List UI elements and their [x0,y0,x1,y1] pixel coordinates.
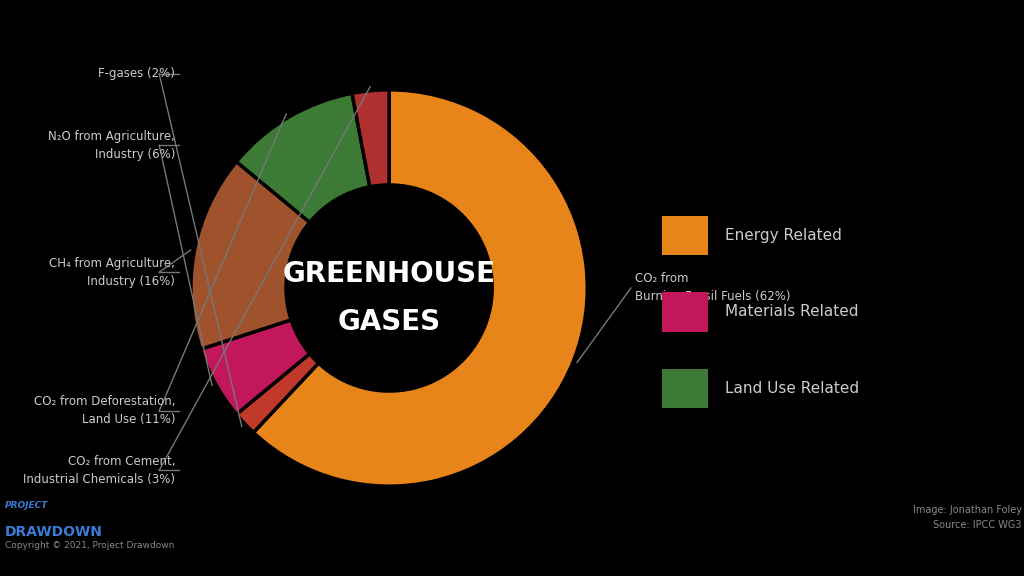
Bar [663,215,708,255]
Text: CO₂ from
Burning Fossil Fuels (62%): CO₂ from Burning Fossil Fuels (62%) [635,272,791,304]
Text: CH₄ from Agriculture,
Industry (16%): CH₄ from Agriculture, Industry (16%) [49,257,175,287]
Text: Image: Jonathan Foley
Source: IPCC WG3: Image: Jonathan Foley Source: IPCC WG3 [913,505,1022,530]
Text: F-gases (2%): F-gases (2%) [98,67,175,81]
Wedge shape [254,90,588,486]
Text: Energy Related: Energy Related [725,228,842,242]
Text: PROJECT: PROJECT [5,501,48,510]
Text: Copyright © 2021, Project Drawdown: Copyright © 2021, Project Drawdown [5,541,174,550]
Text: CO₂ from Deforestation,
Land Use (11%): CO₂ from Deforestation, Land Use (11%) [34,395,175,426]
Text: Materials Related: Materials Related [725,304,858,319]
Text: Land Use Related: Land Use Related [725,381,859,396]
Bar [663,369,708,408]
Text: GREENHOUSE: GREENHOUSE [283,260,496,288]
Text: N₂O from Agriculture,
Industry (6%): N₂O from Agriculture, Industry (6%) [48,130,175,161]
Wedge shape [352,90,389,187]
Wedge shape [201,320,309,414]
Circle shape [286,185,493,391]
Text: CO₂ from Cement,
Industrial Chemicals (3%): CO₂ from Cement, Industrial Chemicals (3… [24,455,175,486]
Text: GASES: GASES [338,308,440,336]
Wedge shape [237,354,318,433]
Wedge shape [190,162,309,349]
Bar [663,292,708,332]
Wedge shape [237,93,370,222]
Text: DRAWDOWN: DRAWDOWN [5,525,103,539]
